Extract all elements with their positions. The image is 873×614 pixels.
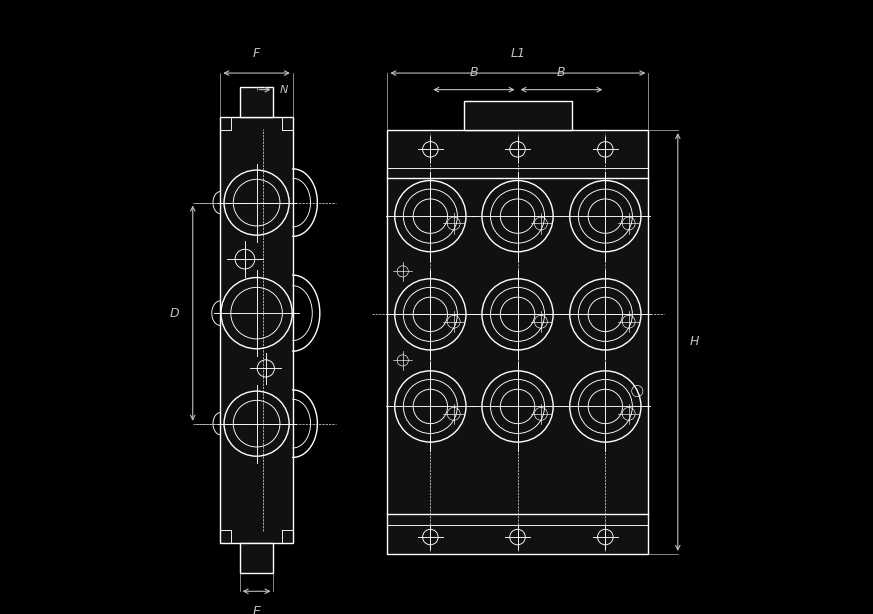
Bar: [220, 117, 292, 543]
Text: E: E: [252, 605, 260, 614]
Text: D: D: [169, 306, 179, 320]
Text: B: B: [470, 66, 478, 79]
Text: B: B: [557, 66, 566, 79]
Bar: [388, 130, 649, 554]
Bar: [240, 543, 273, 573]
Text: N: N: [279, 85, 288, 95]
Text: F: F: [253, 47, 260, 60]
Text: L1: L1: [511, 47, 526, 60]
Bar: [240, 87, 273, 117]
Text: H: H: [690, 335, 699, 349]
Bar: [464, 101, 572, 130]
